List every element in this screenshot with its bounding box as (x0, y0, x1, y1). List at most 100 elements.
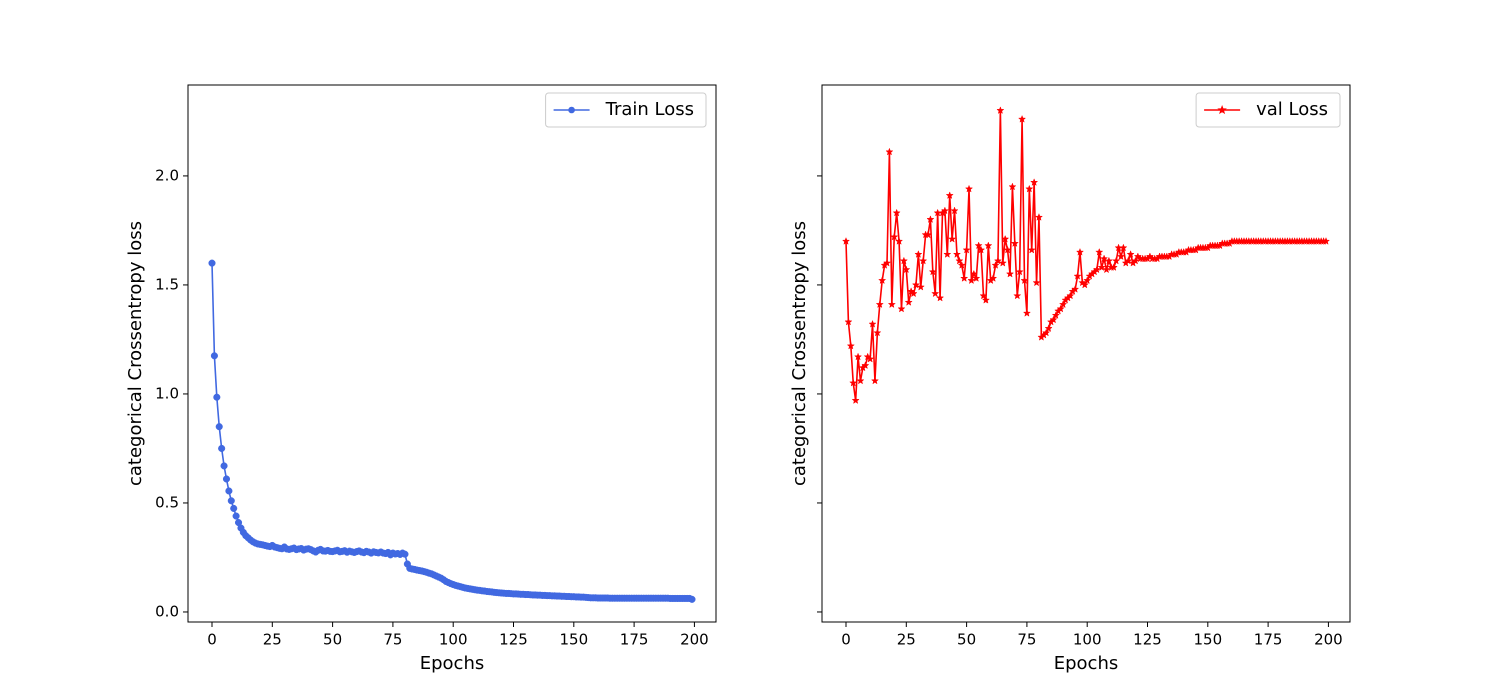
point (873, 328, 882, 337)
point (1022, 308, 1032, 317)
x-tick-label: 125 (499, 631, 528, 649)
point (1126, 250, 1135, 258)
legend-box (545, 92, 707, 128)
point (897, 304, 906, 313)
point (866, 354, 875, 363)
point (208, 259, 216, 267)
point (225, 487, 233, 495)
point (1010, 239, 1019, 247)
x-tick-label: 175 (620, 631, 649, 649)
point (1080, 280, 1089, 289)
x-tick-label: 125 (1133, 631, 1162, 649)
legend: val Loss (1195, 92, 1341, 128)
point (974, 241, 983, 250)
point (853, 352, 863, 361)
point (991, 260, 1000, 269)
x-tick-label: 100 (1073, 631, 1102, 649)
point (1034, 213, 1044, 221)
point (916, 282, 925, 291)
point (227, 497, 235, 505)
point (230, 504, 238, 512)
point (998, 258, 1007, 267)
point (887, 300, 896, 309)
point (849, 378, 858, 387)
x-tick-label: 150 (559, 631, 588, 649)
point (844, 317, 853, 326)
y-axis-label: categorical Crossentropy loss (789, 221, 810, 486)
point (899, 256, 908, 265)
point (1119, 243, 1128, 252)
point (967, 276, 976, 285)
point (878, 276, 887, 285)
point (1124, 256, 1133, 265)
x-tick-label: 0 (841, 631, 851, 649)
x-tick-label: 175 (1254, 631, 1283, 649)
point (1044, 324, 1053, 333)
point (1104, 256, 1114, 265)
legend-box (1195, 92, 1341, 128)
point (972, 274, 981, 282)
point (948, 234, 957, 243)
point (1008, 182, 1017, 191)
x-tick-label: 25 (263, 631, 282, 649)
point (902, 265, 911, 274)
x-tick-label: 0 (207, 631, 217, 649)
point (1116, 252, 1126, 261)
point (213, 393, 221, 401)
point (894, 237, 904, 245)
point (232, 512, 240, 520)
point (1027, 245, 1036, 254)
point (1056, 304, 1065, 313)
point (931, 289, 940, 298)
legend-marker (1217, 104, 1227, 115)
point (935, 293, 945, 302)
point (989, 274, 998, 282)
point (911, 280, 921, 289)
point (1075, 247, 1085, 256)
point (1032, 278, 1041, 287)
legend: Train Loss (545, 92, 707, 128)
x-axis-label: Epochs (420, 653, 485, 674)
point (945, 191, 954, 200)
point (960, 274, 969, 282)
point (218, 444, 226, 453)
y-tick-label: 1.5 (155, 275, 179, 293)
point (993, 256, 1003, 265)
point (957, 260, 966, 269)
point (981, 295, 990, 304)
point (955, 256, 964, 265)
point (962, 245, 971, 254)
point (1321, 237, 1331, 245)
point (882, 258, 892, 267)
y-tick-label: 1.0 (155, 384, 179, 402)
point (1051, 311, 1060, 319)
point (1030, 178, 1039, 186)
x-tick-label: 150 (1193, 631, 1222, 649)
point (984, 241, 993, 250)
point (1109, 263, 1118, 271)
legend-label: val Loss (1256, 99, 1328, 120)
point (1001, 234, 1010, 243)
legend-label: Train Loss (605, 99, 694, 120)
axes-frame (187, 84, 717, 623)
point (215, 423, 223, 431)
point (1066, 291, 1075, 300)
point (1099, 254, 1109, 263)
axes-frame (821, 84, 1351, 623)
point (890, 232, 899, 241)
point (919, 256, 928, 265)
y-tick-label: 0.5 (155, 493, 179, 511)
point (222, 475, 231, 483)
point (220, 462, 228, 470)
point (1097, 263, 1106, 271)
point (846, 341, 855, 350)
point (1005, 269, 1015, 278)
point (851, 396, 860, 404)
point (892, 208, 901, 217)
point (996, 106, 1005, 114)
point (969, 269, 978, 278)
point (904, 298, 913, 306)
point (1025, 184, 1034, 193)
